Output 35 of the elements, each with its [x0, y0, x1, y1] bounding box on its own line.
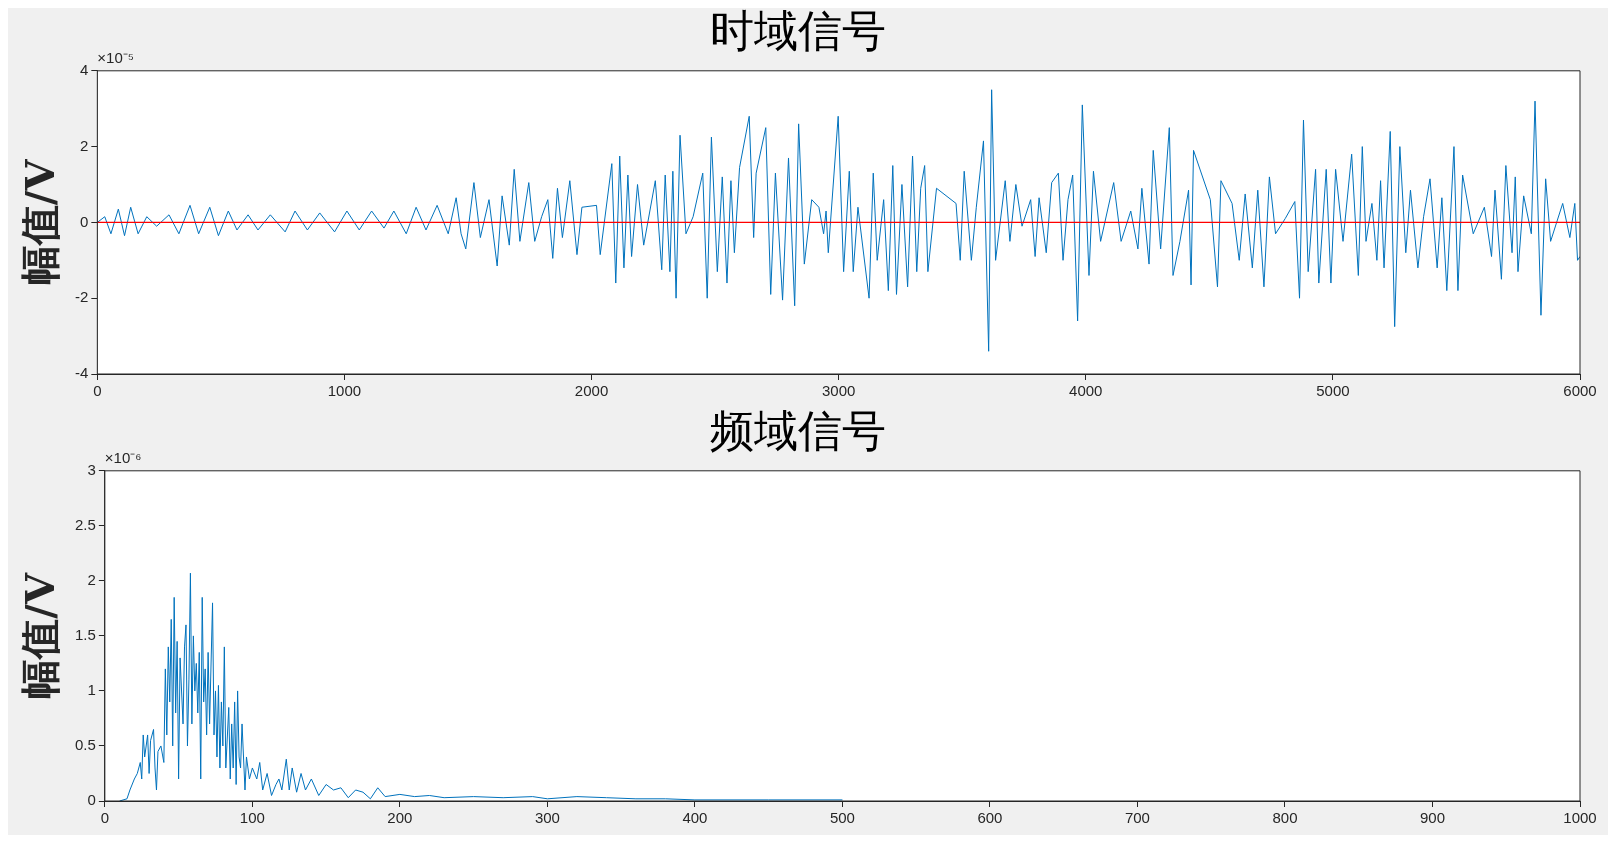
y-tick-label: 1.5 [74, 626, 96, 644]
x-tick-label: 900 [1419, 809, 1445, 827]
y-tick-label: 0 [87, 791, 96, 809]
y-tick-label: 2.5 [74, 515, 96, 533]
y-tick-label: 3 [87, 460, 96, 478]
x-tick-label: 200 [387, 809, 413, 827]
text: ×10⁻⁵ [97, 49, 135, 67]
x-tick-label: 1000 [1563, 809, 1597, 827]
chart-title: 频域信号 [710, 404, 886, 456]
x-tick-label: 2000 [574, 382, 609, 400]
y-tick-label: -4 [74, 364, 89, 382]
x-tick-label: 100 [239, 809, 265, 827]
x-tick-label: 0 [100, 809, 110, 827]
x-tick-label: 1000 [327, 382, 362, 400]
y-tick-label: 2 [87, 571, 96, 589]
y-tick-label: 1 [87, 681, 96, 699]
text: ×10⁻⁶ [104, 449, 142, 467]
y-tick-label: 0 [79, 212, 89, 230]
chart-title: 时域信号 [710, 4, 886, 56]
x-tick-label: 600 [977, 809, 1003, 827]
x-tick-label: 700 [1124, 809, 1150, 827]
x-tick-label: 300 [534, 809, 560, 827]
y-tick-label: 2 [79, 136, 89, 154]
y-axis-title: 幅值/V [16, 158, 64, 286]
y-tick-label: 0.5 [74, 736, 96, 754]
x-tick-label: 500 [829, 809, 855, 827]
y-axis-title: 幅值/V [16, 572, 64, 699]
x-tick-label: 800 [1272, 809, 1298, 827]
y-tick-label: -2 [74, 288, 89, 306]
x-tick-label: 400 [682, 809, 708, 827]
y-tick-label: 4 [79, 60, 89, 78]
x-tick-label: 4000 [1069, 382, 1103, 400]
x-tick-label: 3000 [821, 382, 856, 400]
x-tick-label: 5000 [1316, 382, 1350, 400]
x-tick-label: 6000 [1563, 382, 1597, 400]
